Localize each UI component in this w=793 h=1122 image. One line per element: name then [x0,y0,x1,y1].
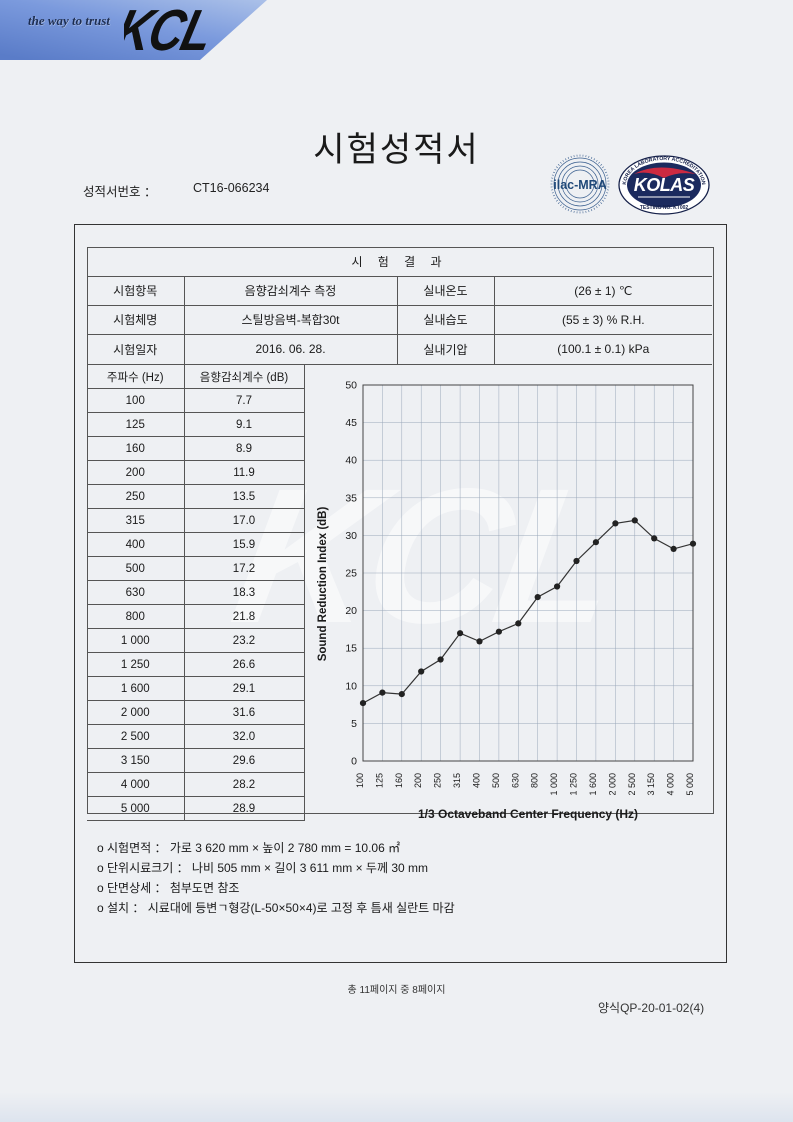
svg-text:4 000: 4 000 [666,773,676,796]
svg-text:25: 25 [345,568,357,580]
svg-text:10: 10 [345,680,357,692]
svg-text:160: 160 [394,773,404,788]
svg-text:500: 500 [491,773,501,788]
svg-text:30: 30 [345,530,357,542]
svg-text:1 250: 1 250 [569,773,579,796]
svg-text:ilac-MRA: ilac-MRA [553,178,606,192]
svg-text:50: 50 [345,380,357,392]
svg-text:15: 15 [345,643,357,655]
svg-text:250: 250 [433,773,443,788]
svg-text:125: 125 [374,773,384,788]
svg-text:2 500: 2 500 [627,773,637,796]
svg-text:TESTING NO. KT002: TESTING NO. KT002 [640,205,689,211]
svg-text:0: 0 [351,756,357,768]
svg-text:2 000: 2 000 [607,773,617,796]
svg-text:100: 100 [355,773,365,788]
svg-text:35: 35 [345,492,357,504]
svg-text:5 000: 5 000 [685,773,695,796]
svg-text:5: 5 [351,718,357,730]
svg-text:1 600: 1 600 [588,773,598,796]
svg-text:KOLAS: KOLAS [634,175,695,195]
svg-text:3 150: 3 150 [646,773,656,796]
svg-text:1/3 Octaveband Center Frequenc: 1/3 Octaveband Center Frequency (Hz) [418,807,638,821]
svg-text:45: 45 [345,417,357,429]
svg-text:20: 20 [345,605,357,617]
svg-text:200: 200 [413,773,423,788]
svg-text:315: 315 [452,773,462,788]
svg-text:400: 400 [472,773,482,788]
svg-text:1 000: 1 000 [549,773,559,796]
svg-text:40: 40 [345,455,357,467]
svg-text:800: 800 [530,773,540,788]
svg-text:630: 630 [510,773,520,788]
svg-text:Sound Reduction Index (dB): Sound Reduction Index (dB) [317,507,329,662]
svg-text:KCL: KCL [124,0,218,63]
